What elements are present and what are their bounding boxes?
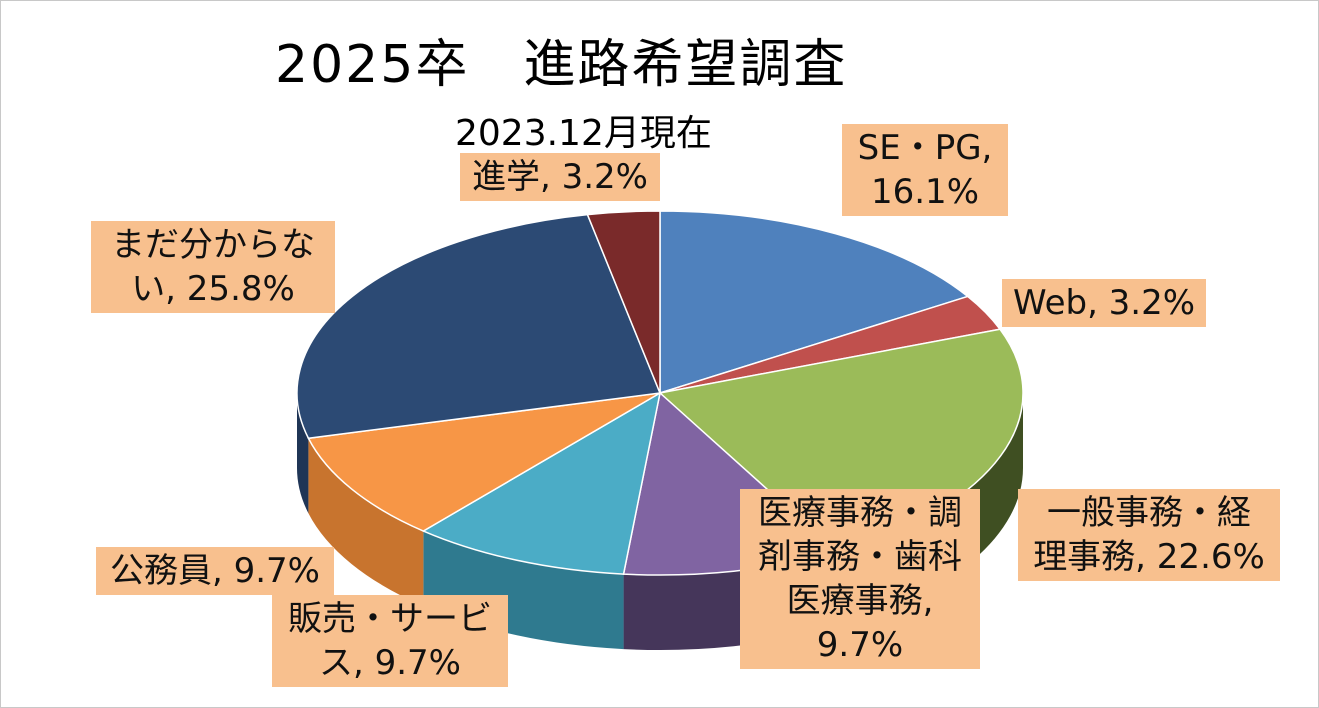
data-label-3: 医療事務・調 剤事務・歯科 医療事務, 9.7%: [740, 489, 980, 669]
slice-6: [296, 213, 662, 440]
data-label-7-line-0: 進学, 3.2%: [472, 157, 648, 197]
slice-4: [421, 391, 662, 575]
data-label-0: SE・PG, 16.1%: [842, 124, 1008, 216]
data-label-2-line-1: 理事務, 22.6%: [1033, 537, 1265, 577]
slice-0: [659, 210, 970, 395]
data-label-3-line-3: 9.7%: [816, 625, 904, 665]
data-label-6-line-0: まだ分からな: [111, 225, 315, 265]
data-label-3-line-1: 剤事務・歯科: [758, 537, 962, 577]
data-label-3-line-2: 医療事務,: [786, 581, 934, 621]
slice-5-side: [308, 438, 424, 607]
data-label-1-line-0: Web, 3.2%: [1012, 283, 1196, 323]
data-label-5: 公務員, 9.7%: [96, 547, 334, 595]
data-label-2-line-0: 一般事務・経: [1047, 493, 1251, 533]
data-label-4-line-0: 販売・サービ: [288, 599, 492, 639]
data-label-1: Web, 3.2%: [1002, 279, 1206, 327]
data-label-2: 一般事務・経 理事務, 22.6%: [1018, 489, 1280, 581]
data-label-4: 販売・サービ ス, 9.7%: [272, 595, 508, 687]
chart-subtitle: 2023.12月現在: [455, 113, 712, 154]
data-label-5-line-0: 公務員, 9.7%: [110, 551, 320, 591]
data-label-6: まだ分からな い, 25.8%: [91, 221, 335, 313]
data-label-4-line-1: ス, 9.7%: [319, 643, 461, 683]
data-label-6-line-1: い, 25.8%: [131, 269, 295, 309]
chart-title: 2025卒 進路希望調査: [275, 35, 848, 95]
data-label-0-line-1: 16.1%: [870, 172, 979, 212]
data-label-0-line-0: SE・PG,: [857, 128, 993, 168]
slice-7: [586, 210, 661, 394]
data-label-7: 進学, 3.2%: [460, 153, 660, 201]
data-label-3-line-0: 医療事務・調: [758, 493, 962, 533]
slice-6-side: [297, 393, 309, 514]
